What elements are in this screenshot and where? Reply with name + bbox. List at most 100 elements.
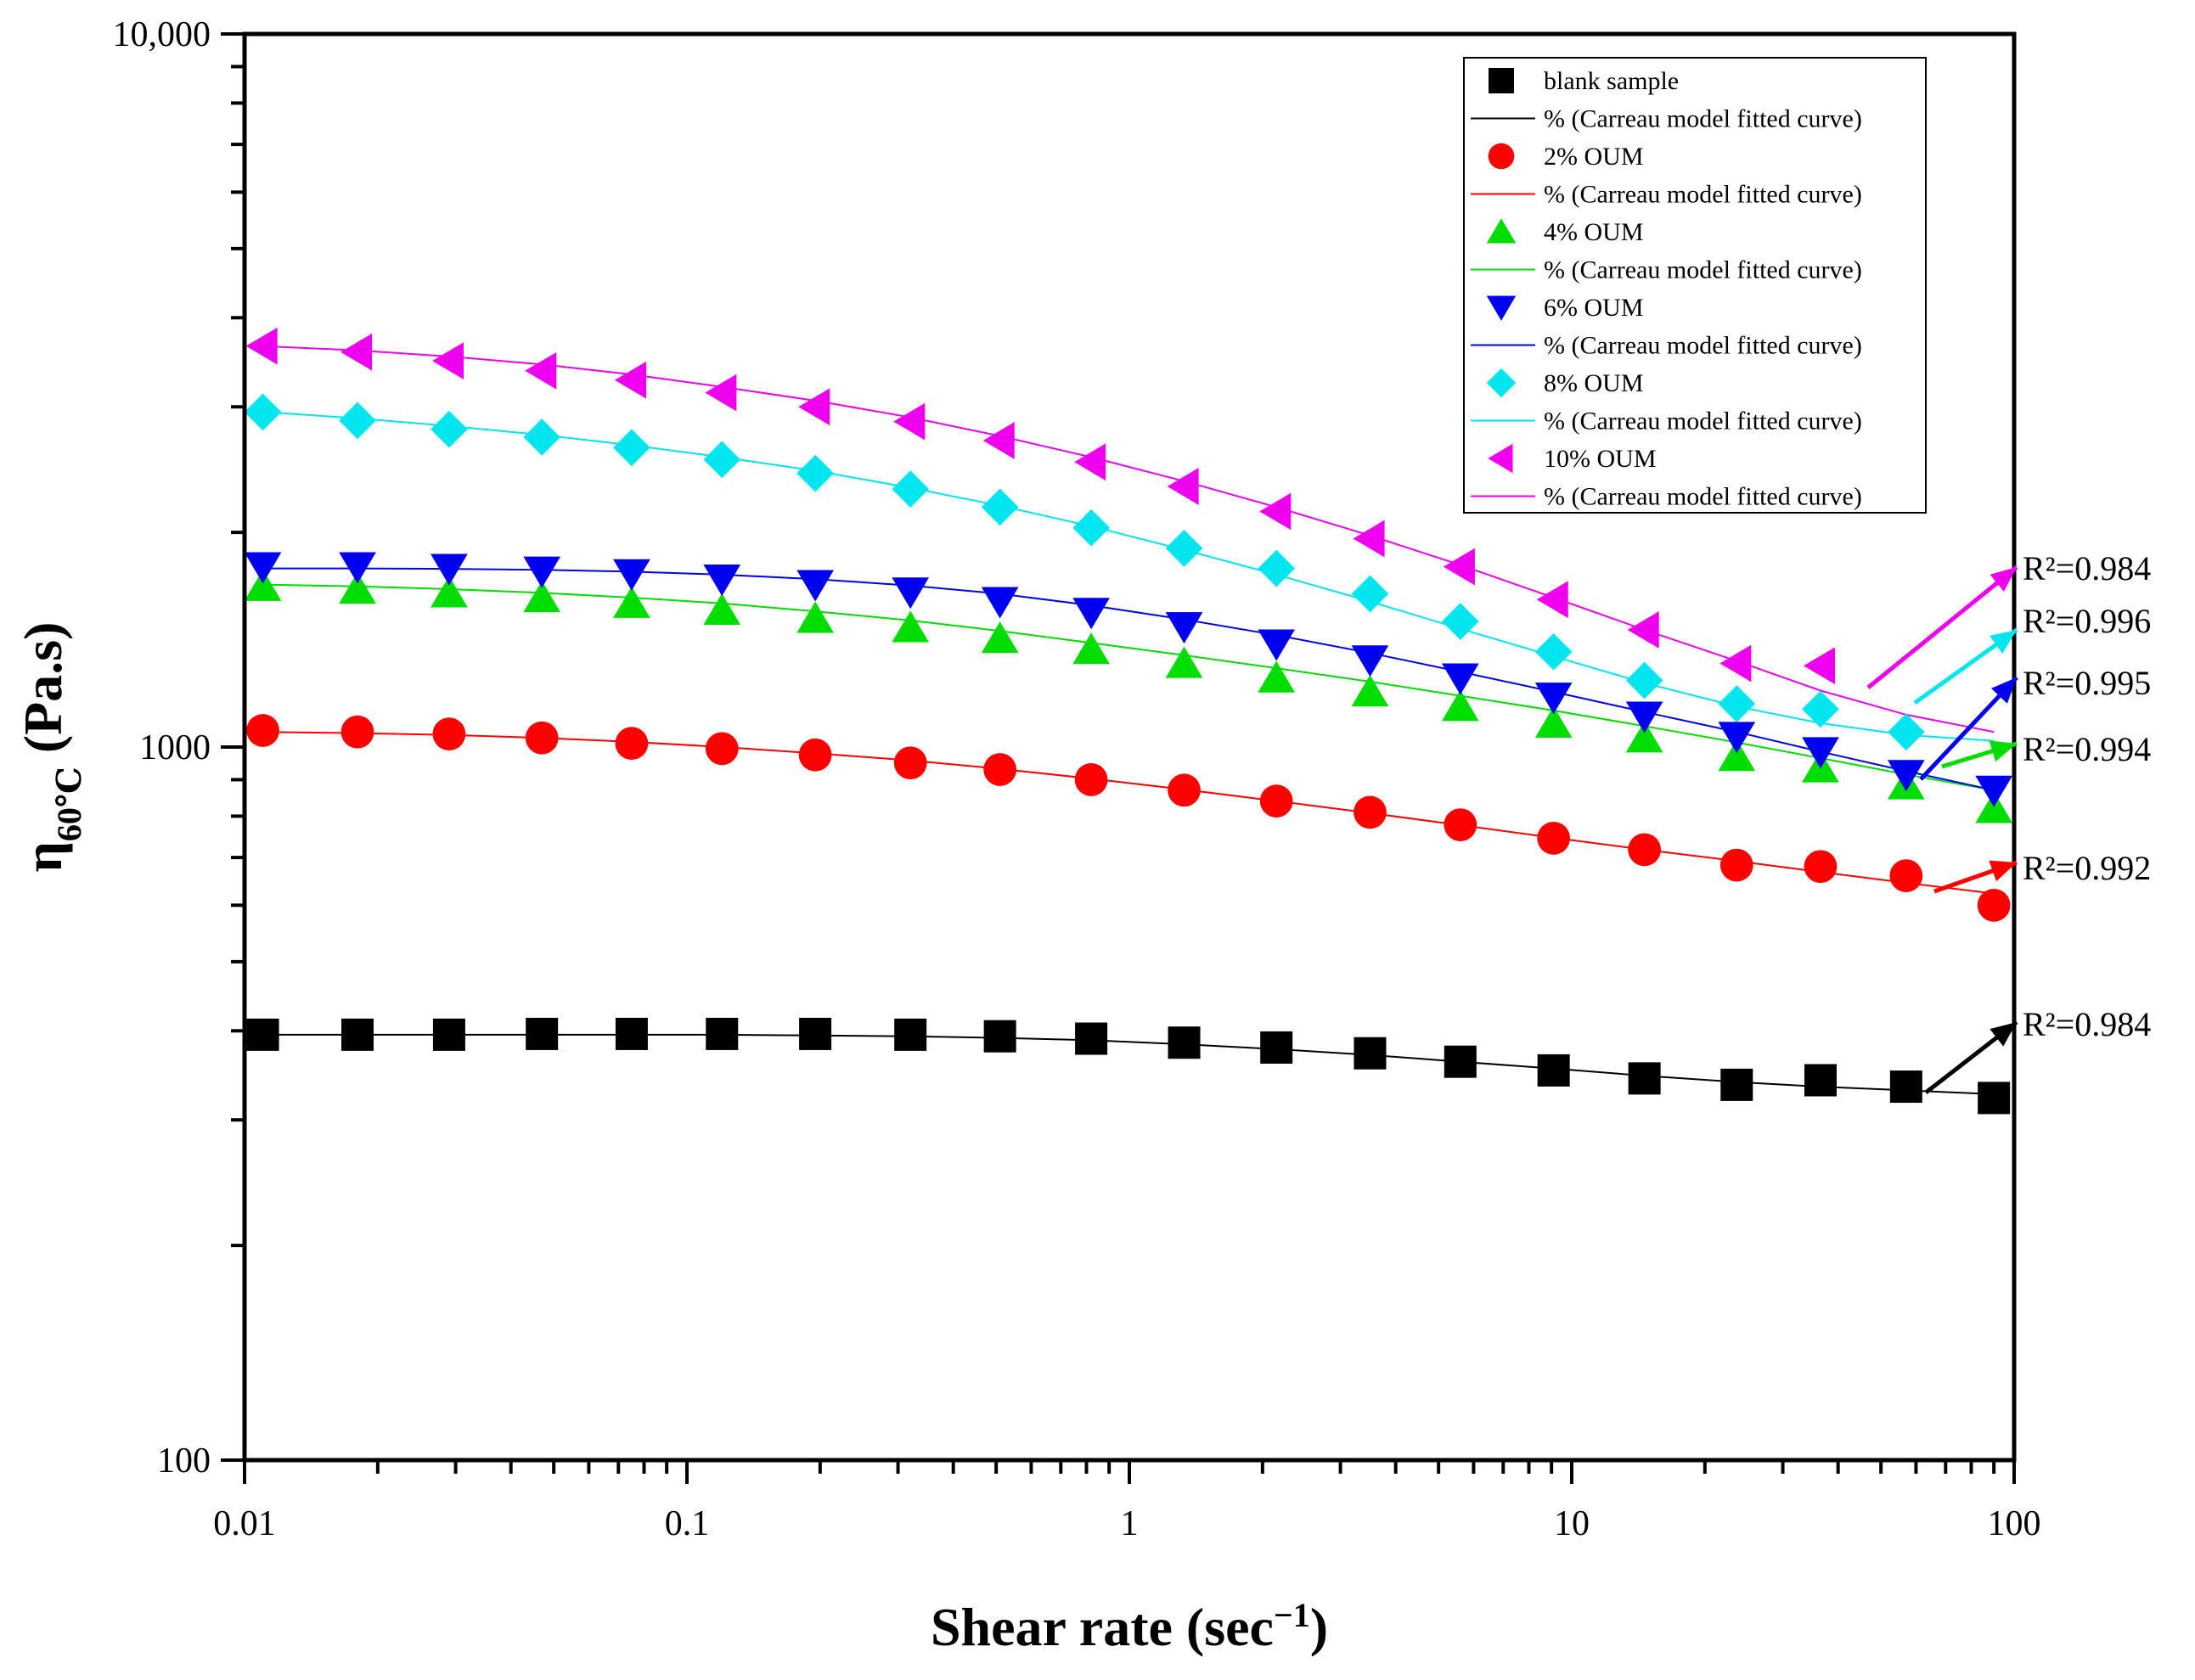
data-point (432, 717, 466, 751)
r2-label: R²=0.984 (2023, 549, 2151, 587)
data-point (705, 732, 739, 766)
legend-marker (1486, 295, 1517, 321)
data-point (1889, 1070, 1922, 1104)
data-point (431, 342, 464, 379)
data-point (1258, 629, 1296, 661)
data-point (1537, 1054, 1570, 1087)
data-point (1978, 1082, 2011, 1115)
data-point (1258, 549, 1296, 587)
data-point (1074, 443, 1106, 481)
fit-curve-5 (262, 345, 1995, 733)
legend-marker (1486, 368, 1517, 398)
data-point (1889, 859, 1923, 892)
data-point (892, 470, 930, 508)
data-point (525, 351, 557, 390)
x-tick-label: 100 (1988, 1504, 2041, 1543)
y-axis-title-main: η (13, 841, 73, 872)
data-point (1628, 833, 1662, 867)
legend-fit-label: % (Carreau model fitted curve) (1544, 256, 1862, 284)
data-point (614, 361, 647, 399)
data-point (983, 1020, 1016, 1053)
data-point (1977, 888, 2011, 922)
data-point (1625, 701, 1663, 733)
data-point (894, 1018, 927, 1051)
data-point (1444, 808, 1477, 841)
data-point (523, 581, 561, 613)
data-point (1718, 739, 1756, 772)
data-point (703, 441, 741, 479)
data-point (1167, 468, 1199, 505)
data-point (615, 727, 649, 761)
data-point (1168, 773, 1201, 807)
legend-marker (1488, 143, 1515, 170)
data-point (1720, 1068, 1753, 1101)
data-point (339, 402, 376, 440)
data-point (1075, 1022, 1108, 1055)
legend-label: 6% OUM (1544, 294, 1644, 322)
data-point (523, 419, 561, 456)
data-point (339, 572, 376, 604)
data-point (1072, 508, 1110, 547)
data-point (1887, 760, 1925, 792)
data-point (245, 327, 278, 365)
data-point (1443, 548, 1475, 586)
data-point (1628, 1062, 1661, 1095)
data-point (1072, 598, 1110, 630)
data-point (431, 553, 468, 586)
r2-label: R²=0.992 (2023, 849, 2151, 887)
data-point (703, 593, 741, 626)
data-point (526, 1017, 559, 1050)
data-point (703, 565, 741, 597)
data-point (1718, 722, 1756, 754)
y-axis-title-end: (Pa.s) (13, 622, 73, 767)
axis-layer: 0.01 0.1 1 10 100 100 1000 10,000 (113, 15, 2041, 1543)
data-point (244, 569, 282, 601)
data-point (799, 1017, 832, 1050)
data-point (525, 721, 559, 755)
y-tick-label: 10,000 (113, 15, 211, 54)
legend-label: 2% OUM (1544, 143, 1644, 171)
data-point (1351, 675, 1389, 707)
x-tick-label: 0.1 (665, 1504, 710, 1543)
data-point (1625, 661, 1663, 700)
legend-fit-label: % (Carreau model fitted curve) (1544, 105, 1862, 133)
x-axis-title-end: ) (1310, 1597, 1328, 1657)
x-axis-title-main: Shear rate (sec (931, 1597, 1274, 1657)
data-point (1719, 644, 1752, 683)
r2-arrow-head (1990, 567, 2017, 592)
data-point (1258, 660, 1296, 693)
data-point (431, 410, 468, 448)
data-point (893, 746, 927, 780)
data-point (341, 333, 373, 371)
data-point (613, 559, 650, 591)
legend-label: 4% OUM (1544, 218, 1644, 246)
marker-layer (244, 327, 2013, 1115)
legend-label: 10% OUM (1544, 445, 1657, 473)
x-axis-title-sup: −1 (1274, 1596, 1310, 1634)
x-axis-title: Shear rate (sec−1) (931, 1596, 1328, 1658)
data-point (892, 610, 930, 643)
data-point (341, 1018, 374, 1051)
data-point (1534, 632, 1573, 671)
data-point (1536, 581, 1568, 619)
data-point (432, 1018, 465, 1051)
data-point (615, 1017, 648, 1050)
r2-label: R²=0.996 (2023, 602, 2151, 640)
data-point (981, 587, 1019, 619)
data-point (246, 1018, 279, 1051)
r2-annotations: R²=0.984 R²=0.992 R²=0.994 R²=0.995 R²=0.996… (1866, 549, 2151, 1094)
data-point (1260, 1031, 1293, 1064)
data-point (1354, 795, 1387, 829)
legend-fit-label: % (Carreau model fitted curve) (1544, 332, 1862, 360)
data-point (244, 552, 282, 584)
y-axis-title-sub: 60℃ (50, 767, 88, 841)
data-point (1534, 683, 1573, 715)
data-point (798, 738, 832, 772)
data-point (244, 393, 282, 431)
data-point (1802, 737, 1839, 769)
r2-arrow-head (1989, 860, 2017, 882)
y-tick-label: 100 (157, 1441, 211, 1481)
data-point (983, 753, 1017, 786)
data-point (1259, 492, 1292, 531)
